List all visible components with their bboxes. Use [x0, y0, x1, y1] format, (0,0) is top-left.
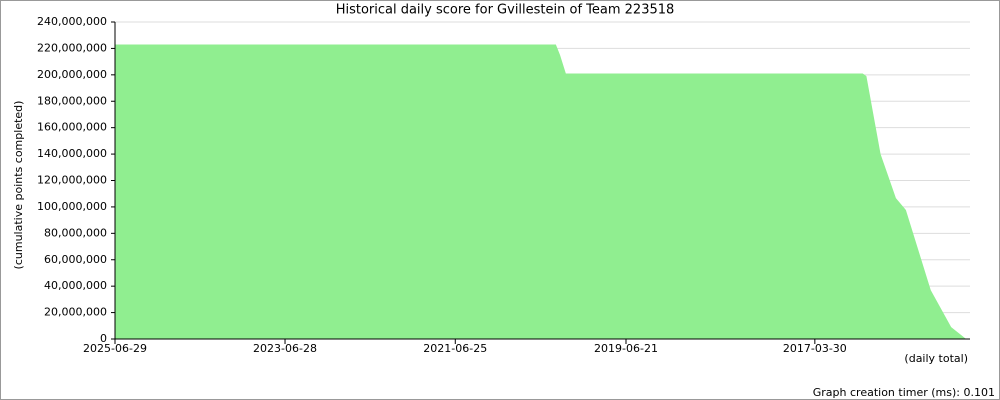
footer: Graph creation timer (ms): 0.101 [813, 386, 995, 399]
y-tick-label: 220,000,000 [37, 41, 107, 54]
x-tick-label: 2019-06-21 [594, 342, 658, 355]
y-tick-label: 180,000,000 [37, 94, 107, 107]
x-tick-label: 2023-06-28 [253, 342, 317, 355]
x-tick-label: 2025-06-29 [83, 342, 147, 355]
y-tick-label: 100,000,000 [37, 200, 107, 213]
y-tick-label: 120,000,000 [37, 174, 107, 187]
y-tick-label: 240,000,000 [37, 15, 107, 28]
y-tick-label: 200,000,000 [37, 68, 107, 81]
y-tick-label: 140,000,000 [37, 147, 107, 160]
chart-title: Historical daily score for Gvillestein o… [336, 3, 675, 18]
y-tick-label: 20,000,000 [44, 306, 107, 319]
x-tick-label: 2021-06-25 [423, 342, 487, 355]
x-axis-label: (daily total) [904, 352, 968, 365]
y-tick-label: 60,000,000 [44, 253, 107, 266]
area [115, 44, 966, 340]
x-tick-label: 2017-03-30 [783, 342, 847, 355]
y-tick-label: 160,000,000 [37, 121, 107, 134]
y-tick-label: 0 [100, 332, 107, 345]
y-axis-label: (cumulative points completed) [12, 101, 25, 270]
y-tick-label: 40,000,000 [44, 279, 107, 292]
y-tick-label: 80,000,000 [44, 226, 107, 239]
